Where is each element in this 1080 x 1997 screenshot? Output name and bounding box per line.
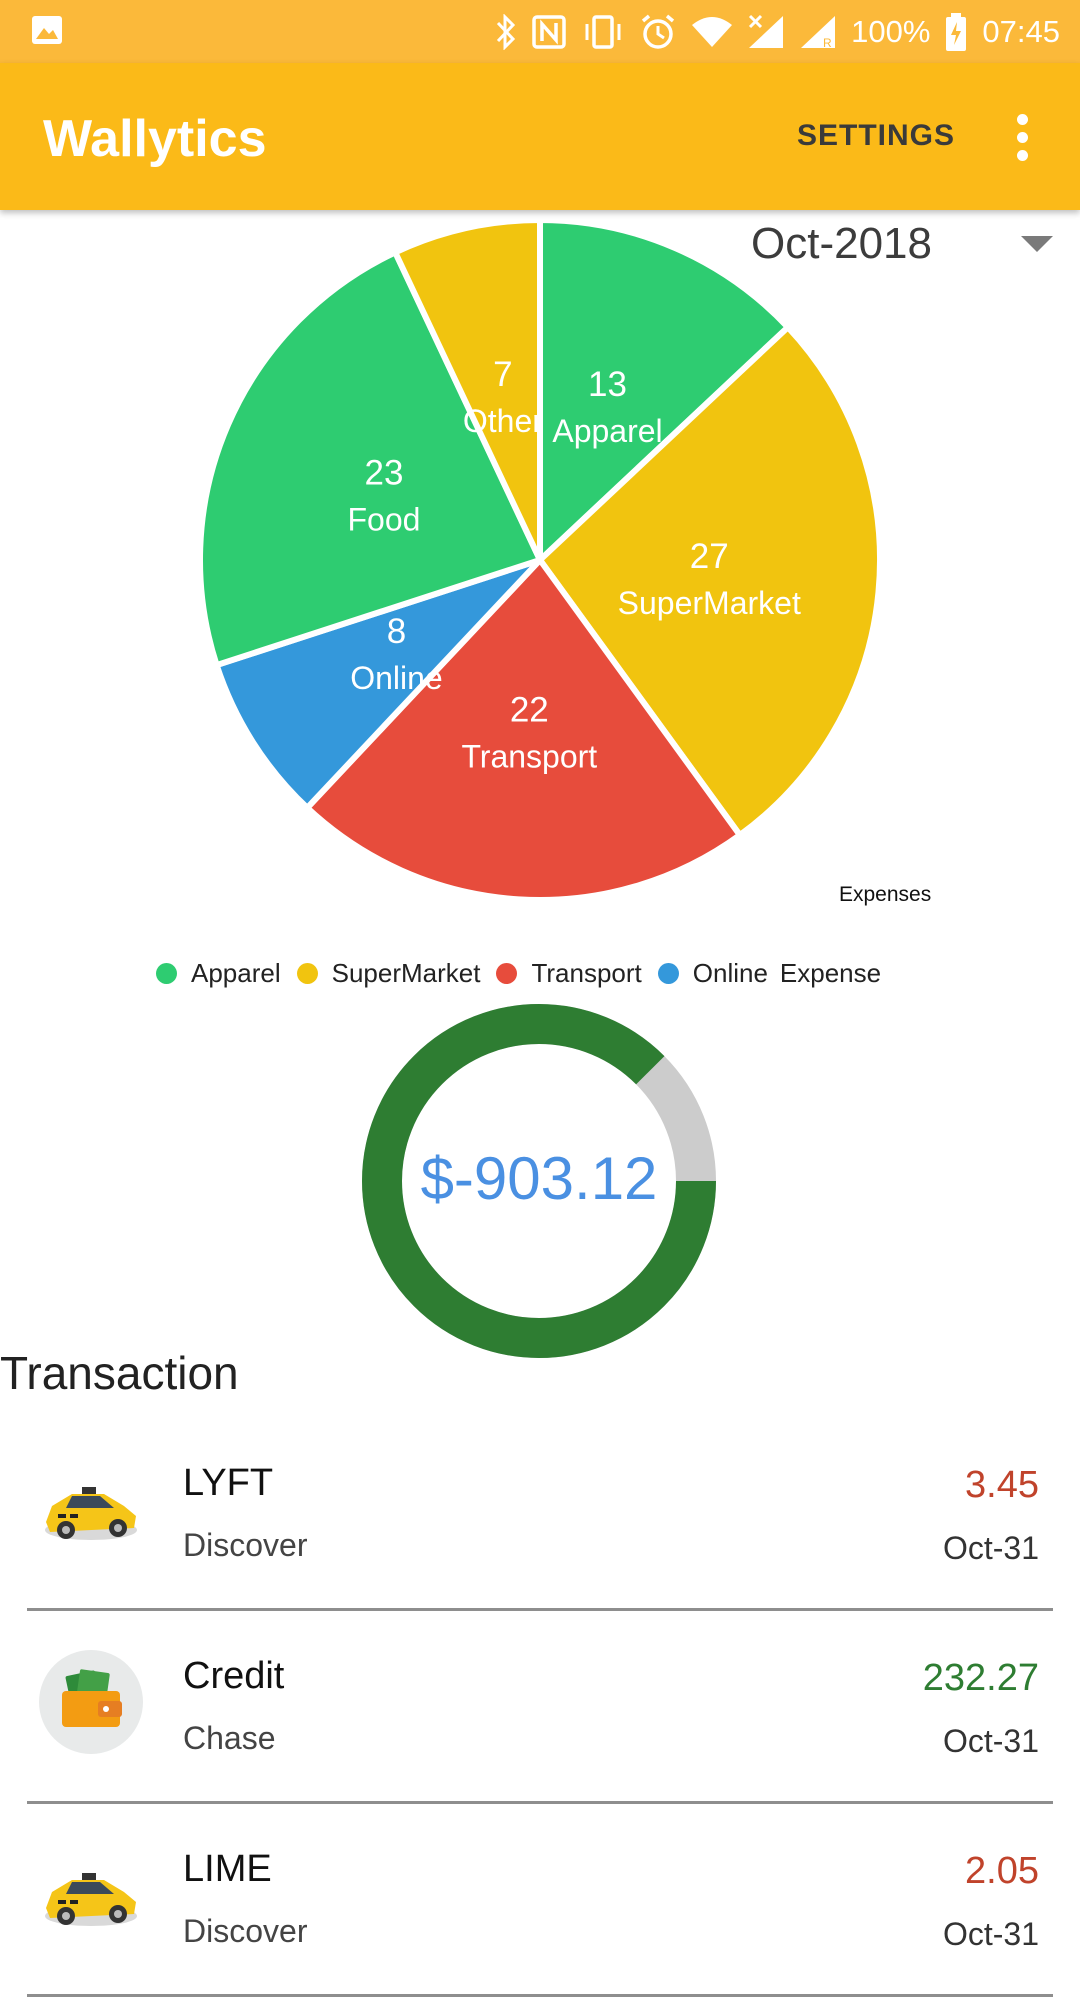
expenses-pie-chart: 13 Apparel 27 SuperMarket 22 Transport 8 Online…: [197, 216, 883, 903]
transaction-account: Discover: [183, 1913, 308, 1949]
row-divider: [27, 1801, 1053, 1804]
donut-fill-arc: [362, 1004, 716, 1358]
legend-dot: [657, 962, 679, 984]
pie-category-label: Online: [350, 660, 443, 696]
pie-value-label: 13: [588, 365, 627, 404]
no-signal-icon: [747, 14, 785, 50]
transaction-merchant: LIME: [183, 1848, 272, 1890]
clock: 07:45: [982, 13, 1060, 49]
transaction-account: Discover: [183, 1527, 308, 1563]
pie-value-label: 8: [387, 612, 406, 651]
transaction-date: Oct-31: [942, 1530, 1039, 1566]
app-title: Wallytics: [43, 110, 267, 168]
transaction-date: Oct-31: [942, 1916, 1039, 1952]
signal-roaming-icon: R: [799, 14, 837, 50]
image-icon: [30, 14, 64, 51]
transaction-amount: 3.45: [965, 1464, 1039, 1506]
pie-value-label: 7: [493, 355, 512, 394]
taxi-car-icon: [38, 1456, 144, 1562]
legend-expense-label: Expense: [779, 957, 882, 988]
row-divider: [27, 1608, 1053, 1611]
more-vert-icon[interactable]: [1003, 108, 1043, 168]
pie-slice-food[interactable]: [197, 248, 545, 669]
transaction-merchant: Credit: [183, 1655, 285, 1697]
app-bar: Wallytics SETTINGS: [0, 63, 1080, 210]
nfc-icon: [531, 14, 567, 50]
transaction-merchant: LYFT: [183, 1462, 274, 1504]
battery-charging-icon: [944, 12, 968, 52]
legend-label: Apparel: [191, 957, 281, 988]
chart-legend: Apparel SuperMarket Transport Online Exp…: [156, 956, 881, 990]
legend-dot: [496, 962, 518, 984]
taxi-car-icon: [38, 1842, 144, 1948]
legend-dot: [296, 962, 318, 984]
chart-description: Expenses: [839, 883, 932, 906]
transaction-row[interactable]: LIME Discover 2.05 Oct-31: [0, 1804, 1080, 1997]
pie-slice-transport[interactable]: [303, 555, 745, 903]
battery-percent: 100%: [851, 13, 931, 49]
legend-label: Transport: [531, 957, 642, 988]
legend-label: SuperMarket: [331, 957, 481, 988]
transaction-amount: 232.27: [922, 1657, 1039, 1699]
month-dropdown[interactable]: Oct-2018: [720, 215, 1070, 275]
transactions-heading: Transaction: [0, 1347, 239, 1399]
dropdown-arrow-icon: [1021, 236, 1053, 252]
legend-item-apparel: Apparel: [156, 958, 281, 989]
pie-value-label: 27: [690, 537, 729, 576]
svg-text:R: R: [823, 36, 832, 50]
settings-button[interactable]: SETTINGS: [797, 119, 956, 152]
transaction-account: Chase: [183, 1720, 276, 1756]
pie-category-label: Food: [348, 501, 421, 537]
vibrate-icon: [581, 14, 625, 50]
bluetooth-icon: [495, 13, 517, 50]
status-bar: R 100% 07:45: [0, 0, 1080, 63]
legend-label: Online: [692, 957, 768, 988]
balance-donut-chart: [362, 1004, 716, 1358]
pie-category-label: Other: [463, 403, 543, 439]
pie-category-label: Apparel: [552, 413, 662, 449]
balance-total: $-903.12: [420, 1145, 658, 1212]
transaction-row[interactable]: LYFT Discover 3.45 Oct-31: [0, 1418, 1080, 1611]
legend-item-online: Online: [657, 957, 768, 989]
month-value: Oct-2018: [751, 219, 932, 268]
legend-item-transport: Transport: [496, 957, 642, 989]
transaction-list: LYFT Discover 3.45 Oct-31 Credit Chase 2…: [0, 1418, 1080, 1997]
transaction-row[interactable]: Credit Chase 232.27 Oct-31: [0, 1611, 1080, 1804]
transaction-amount: 2.05: [965, 1850, 1039, 1892]
pie-value-label: 23: [365, 453, 404, 492]
pie-value-label: 22: [510, 691, 549, 730]
pie-slice-supermarket[interactable]: [536, 323, 883, 840]
alarm-icon: [639, 13, 677, 51]
pie-slice-online[interactable]: [212, 557, 543, 813]
pie-category-label: SuperMarket: [618, 585, 801, 621]
transaction-date: Oct-31: [942, 1723, 1039, 1759]
pie-category-label: Transport: [461, 739, 597, 775]
wifi-icon: [691, 15, 733, 49]
pie-slice-apparel[interactable]: [537, 216, 793, 567]
pie-slice-other[interactable]: [391, 216, 543, 562]
wallet-money-icon: [38, 1649, 144, 1755]
legend-item-supermarket: SuperMarket: [296, 957, 481, 989]
legend-dot: [156, 962, 177, 984]
